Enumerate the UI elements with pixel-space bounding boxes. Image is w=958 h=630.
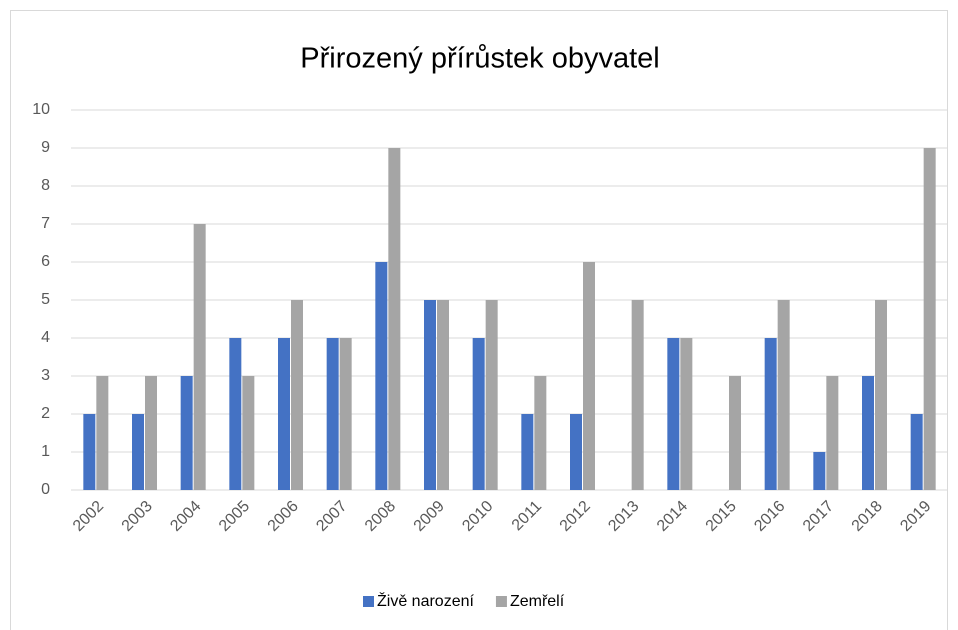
bar (910, 414, 923, 490)
bar (680, 338, 693, 490)
bar (388, 148, 401, 490)
bar (375, 262, 388, 490)
bar (570, 414, 582, 490)
y-tick-label: 4 (41, 329, 50, 346)
bar (326, 338, 339, 490)
bar (862, 376, 874, 490)
bar (472, 338, 485, 490)
bar (132, 414, 144, 490)
legend-swatch (495, 596, 507, 607)
legend-swatch (363, 596, 374, 607)
bar (339, 338, 352, 490)
bar (242, 376, 255, 490)
chart-title: Přirozený přírůstek obyvatel (300, 43, 659, 75)
y-tick-label: 0 (41, 481, 50, 498)
bar (145, 376, 157, 490)
bar (291, 300, 303, 490)
y-tick-label: 8 (41, 177, 50, 194)
bar (229, 338, 242, 490)
y-tick-label: 5 (41, 291, 50, 308)
y-tick-label: 6 (41, 253, 50, 270)
bar (193, 224, 206, 490)
y-tick-label: 3 (41, 367, 50, 384)
y-tick-label: 7 (41, 215, 50, 232)
legend-label: Živě narození (377, 591, 474, 610)
y-tick-label: 10 (32, 101, 50, 118)
bar (583, 262, 595, 490)
bar (180, 376, 193, 490)
bar (764, 338, 777, 490)
bar (729, 376, 741, 490)
bar (923, 148, 936, 490)
bar (534, 376, 547, 490)
y-tick-label: 9 (41, 139, 50, 156)
bar (667, 338, 680, 490)
bar (96, 376, 109, 490)
bar (826, 376, 839, 490)
bar (813, 452, 826, 490)
y-tick-label: 1 (41, 443, 50, 460)
legend-label: Zemřelí (510, 593, 565, 610)
bar (777, 300, 790, 490)
bar (485, 300, 498, 490)
y-tick-label: 2 (41, 405, 50, 422)
bar (83, 414, 96, 490)
bar (875, 300, 887, 490)
chart-border (10, 10, 948, 630)
bar (631, 300, 644, 490)
bar (521, 414, 534, 490)
bar (437, 300, 449, 490)
bar (424, 300, 436, 490)
bar (278, 338, 290, 490)
